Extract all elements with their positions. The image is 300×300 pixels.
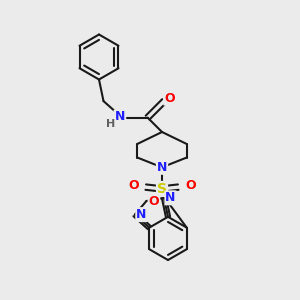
Text: S: S: [157, 182, 167, 196]
Text: N: N: [115, 110, 125, 124]
Text: O: O: [128, 179, 139, 192]
Text: O: O: [148, 194, 159, 208]
Text: N: N: [165, 191, 176, 204]
Text: H: H: [106, 119, 115, 129]
Text: N: N: [136, 208, 147, 221]
Text: O: O: [185, 179, 196, 192]
Text: N: N: [157, 161, 167, 174]
Text: O: O: [164, 92, 175, 105]
